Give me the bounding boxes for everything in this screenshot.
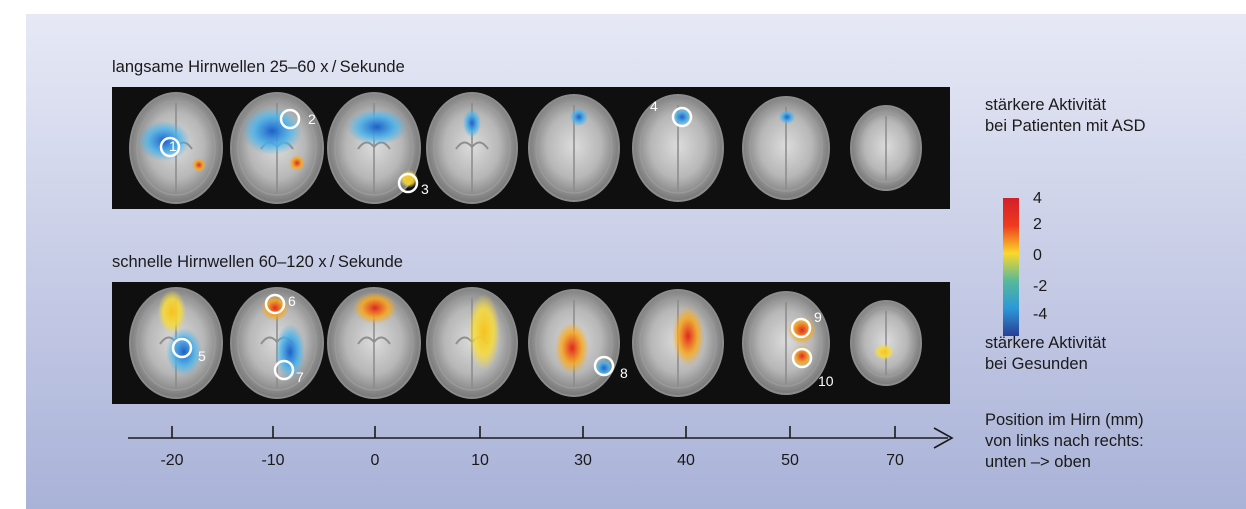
activation-blue: [242, 107, 302, 155]
brain-cortex: [639, 102, 717, 194]
marker-ring: [397, 172, 419, 194]
activation-red: [672, 306, 704, 366]
brain-cortex: [639, 297, 717, 389]
activation-orange: [289, 155, 305, 171]
activation-blue: [672, 108, 692, 126]
activation-blue: [570, 108, 588, 126]
scale-tick-0: 0: [1033, 247, 1042, 264]
activation-blue: [275, 324, 305, 380]
brain-slice-50: [742, 96, 830, 200]
color-scale-bar: [1003, 198, 1019, 336]
brain-cortex: [535, 102, 613, 194]
marker-label: 9: [814, 309, 822, 325]
axis-tick-label: 30: [574, 452, 592, 469]
activation-yellow: [874, 344, 894, 360]
axis-tick-label: 50: [781, 452, 799, 469]
legend-bottom-line1: stärkere Aktivität: [985, 334, 1107, 352]
legend-top-caption: stärkere Aktivität bei Patienten mit ASD: [985, 95, 1146, 137]
brain-cortex: [857, 113, 915, 183]
activation-orange: [158, 290, 186, 334]
marker-ring: [171, 337, 193, 359]
axis-tick-label: 40: [677, 452, 695, 469]
activation-red: [353, 292, 397, 324]
activation-blue: [166, 328, 202, 376]
legend-top-line1: stärkere Aktivität: [985, 96, 1107, 114]
marker-label: 7: [296, 369, 304, 385]
axis-tick-label: 10: [471, 452, 489, 469]
marker-label: 6: [288, 293, 296, 309]
axis-arrowhead: [933, 427, 954, 449]
scale-tick-minus4: -4: [1033, 306, 1048, 323]
brain-cortex: [136, 100, 216, 196]
brain-slice-10: [426, 92, 518, 204]
axis-caption-line1: Position im Hirn (mm): [985, 411, 1144, 429]
activation-red: [555, 322, 589, 374]
scale-tick-4: 4: [1033, 190, 1042, 207]
brain-cortex: [857, 308, 915, 378]
marker-label: 4: [650, 98, 658, 114]
activation-blue: [779, 110, 795, 124]
brain-cortex: [433, 295, 511, 391]
marker-label: 8: [620, 365, 628, 381]
legend-bottom-caption: stärkere Aktivität bei Gesunden: [985, 333, 1106, 375]
slow-waves-label: langsame Hirnwellen 25–60 x / Sekunde: [112, 58, 405, 76]
marker-ring: [791, 347, 813, 369]
legend-bottom-line2: bei Gesunden: [985, 355, 1088, 373]
brain-slice-30: [528, 94, 620, 202]
marker-ring: [279, 108, 301, 130]
marker-label: 10: [818, 373, 834, 389]
ventricles: [357, 336, 391, 345]
marker-label: 3: [421, 181, 429, 197]
marker-ring: [273, 359, 295, 381]
brain-cortex: [433, 100, 511, 196]
activation-yellow: [468, 294, 500, 370]
axis-caption-line3: unten –> oben: [985, 453, 1091, 471]
brain-cortex: [749, 299, 823, 387]
slow-waves-brain-strip: 1 2 3 4: [112, 87, 950, 209]
scale-tick-2: 2: [1033, 216, 1042, 233]
marker-ring: [593, 355, 615, 377]
marker-ring: [790, 317, 812, 339]
brain-slice-70: [850, 105, 922, 191]
axis-tick-label: -10: [261, 452, 285, 469]
activation-blue: [347, 109, 407, 145]
slow-waves-slices: 1 2 3 4: [129, 92, 922, 204]
fast-waves-slices: 5 6 7 8 9 10: [129, 287, 922, 399]
legend-top-line2: bei Patienten mit ASD: [985, 117, 1146, 135]
fast-waves-label: schnelle Hirnwellen 60–120 x / Sekunde: [112, 253, 403, 271]
axis-caption: Position im Hirn (mm) von links nach rec…: [985, 410, 1144, 473]
axis-tick-label: 0: [370, 452, 380, 469]
axis-caption-line2: von links nach rechts:: [985, 432, 1144, 450]
brain-cortex: [535, 297, 613, 389]
brain-cortex: [334, 100, 414, 196]
brain-cortex: [237, 100, 317, 196]
marker-ring: [264, 293, 286, 315]
activation-red: [261, 295, 289, 321]
marker-label: 2: [308, 111, 316, 127]
activation-orange: [192, 158, 206, 172]
brain-cortex: [749, 104, 823, 192]
activation-blue: [463, 109, 481, 137]
brain-slice-40: [632, 94, 724, 202]
marker-ring: [159, 136, 181, 158]
brain-slice-70: [850, 300, 922, 386]
scale-tick-minus2: -2: [1033, 278, 1048, 295]
ventricles: [455, 141, 489, 150]
brain-slice-0: [327, 287, 421, 399]
axis-tick-label: -20: [160, 452, 184, 469]
marker-ring: [671, 106, 693, 128]
marker-label: 1: [169, 138, 177, 154]
axis-tick-label: 70: [886, 452, 904, 469]
marker-label: 5: [198, 348, 206, 364]
fast-waves-brain-strip: 5 6 7 8 9 10: [112, 282, 950, 404]
